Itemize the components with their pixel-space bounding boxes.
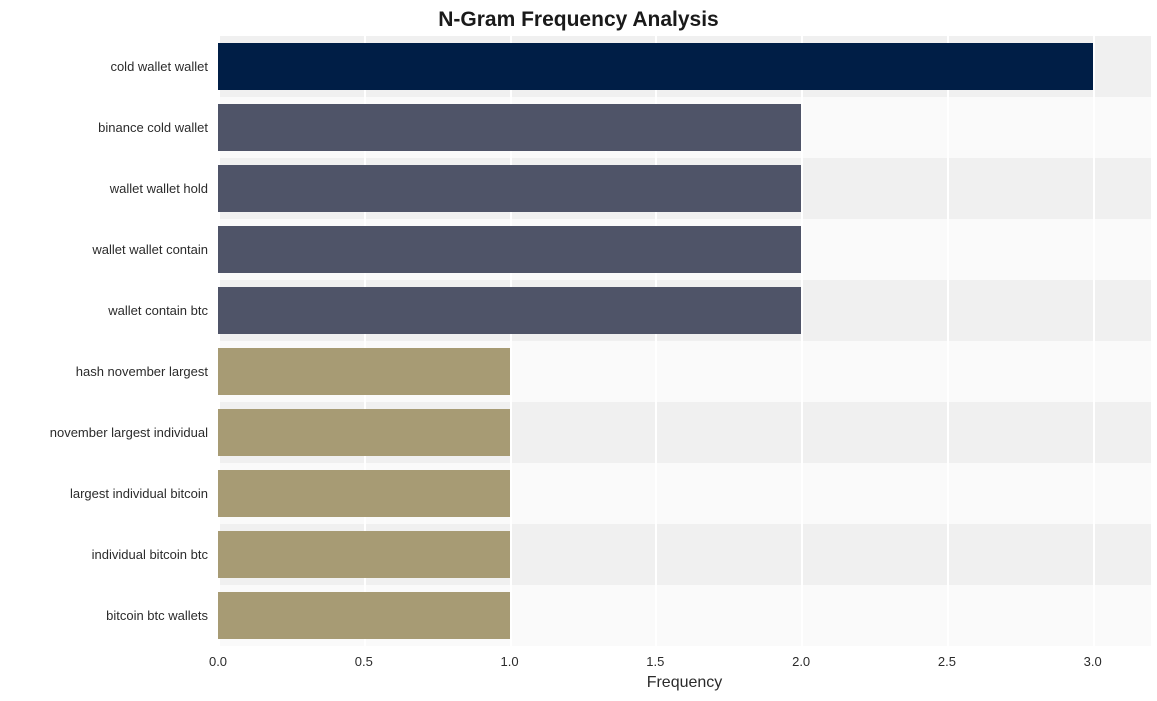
y-tick-label: wallet contain btc — [0, 303, 208, 318]
bar — [218, 165, 801, 211]
x-tick-label: 0.5 — [355, 654, 373, 669]
y-tick-label: largest individual bitcoin — [0, 486, 208, 501]
grid-line — [801, 36, 803, 646]
bar — [218, 287, 801, 333]
y-tick-label: binance cold wallet — [0, 120, 208, 135]
grid-line — [1093, 36, 1095, 646]
ngram-frequency-chart: N-Gram Frequency Analysis Frequency cold… — [0, 0, 1157, 701]
y-tick-label: individual bitcoin btc — [0, 547, 208, 562]
bar — [218, 348, 510, 394]
y-tick-label: hash november largest — [0, 364, 208, 379]
y-tick-label: bitcoin btc wallets — [0, 608, 208, 623]
x-tick-label: 1.0 — [501, 654, 519, 669]
x-tick-label: 3.0 — [1084, 654, 1102, 669]
bar — [218, 409, 510, 455]
y-tick-label: wallet wallet hold — [0, 181, 208, 196]
x-tick-label: 2.5 — [938, 654, 956, 669]
y-tick-label: november largest individual — [0, 425, 208, 440]
x-tick-label: 1.5 — [646, 654, 664, 669]
x-tick-label: 2.0 — [792, 654, 810, 669]
bar — [218, 104, 801, 150]
y-tick-label: wallet wallet contain — [0, 242, 208, 257]
chart-title: N-Gram Frequency Analysis — [0, 8, 1157, 32]
x-axis-label: Frequency — [218, 674, 1151, 692]
x-tick-label: 0.0 — [209, 654, 227, 669]
bar — [218, 470, 510, 516]
grid-line — [947, 36, 949, 646]
plot-area — [218, 36, 1151, 646]
y-tick-label: cold wallet wallet — [0, 59, 208, 74]
bar — [218, 43, 1093, 89]
bar — [218, 531, 510, 577]
bar — [218, 592, 510, 638]
bar — [218, 226, 801, 272]
